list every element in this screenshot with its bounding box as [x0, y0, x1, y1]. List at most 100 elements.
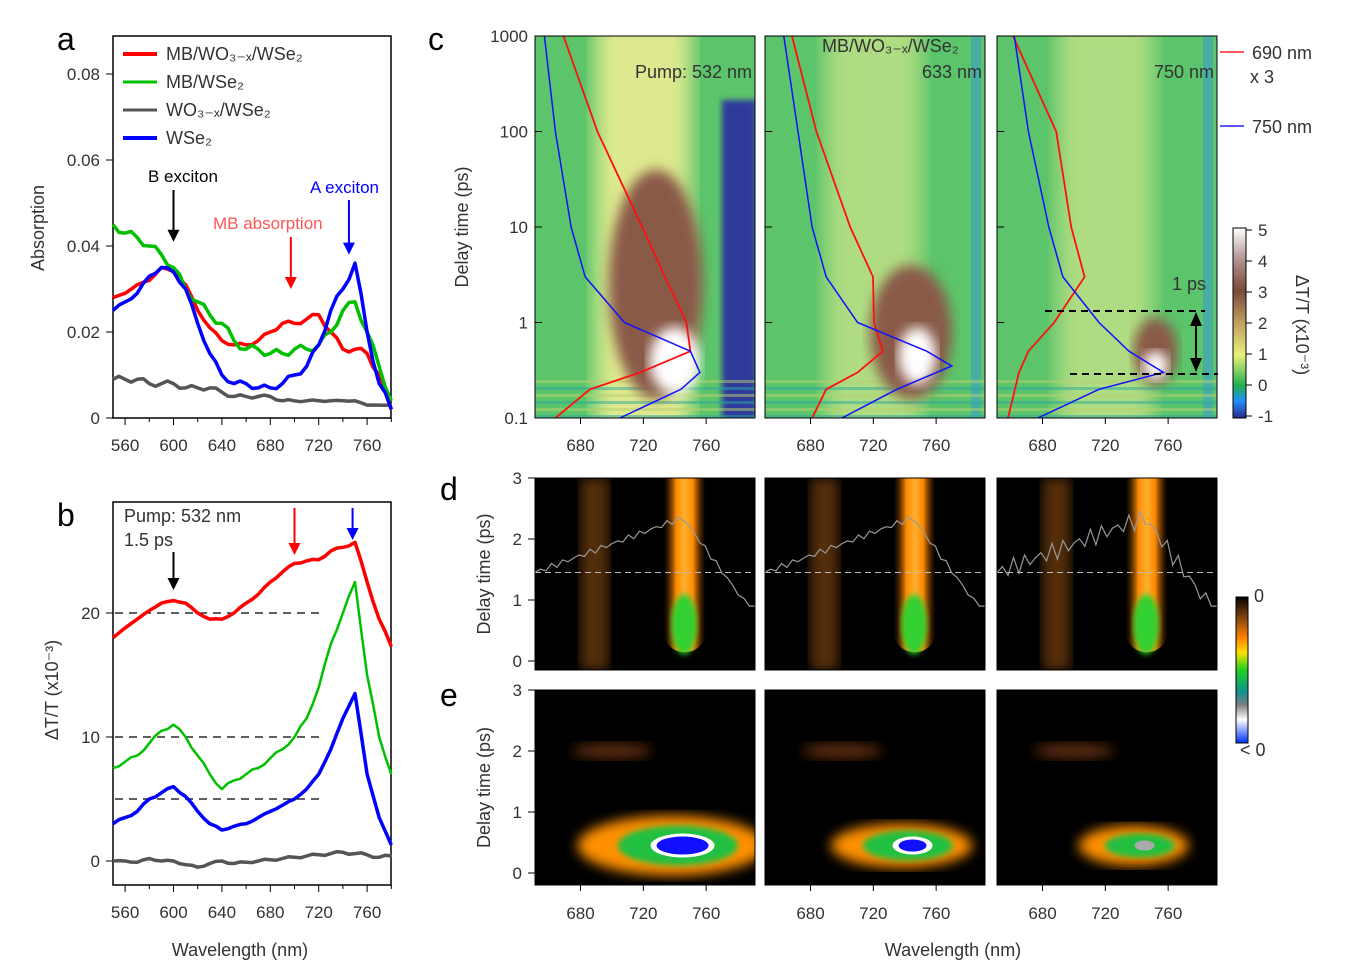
x-tick-label: 680: [566, 436, 594, 455]
colorbar-tick-label: -1: [1258, 407, 1273, 426]
y-tick-label: 0.08: [67, 65, 100, 84]
y-tick-label: 0.02: [67, 323, 100, 342]
heatmap-image: [997, 690, 1217, 885]
arrow-icon: [167, 190, 180, 242]
panel-b: 560 600 640 680 720 760 0 10 20 ΔT/T (x10⁻³) Wavel…: [42, 501, 393, 960]
x-tick-label: 720: [1091, 436, 1119, 455]
x-tick-label: 600: [159, 903, 187, 922]
heatmap-c-2: 680 720 760 633 nm MB/WO₃₋ₓ/WSe₂: [764, 35, 986, 455]
colorbar-label: ΔT/T (x10⁻³): [1292, 275, 1312, 375]
legend-label: 750 nm: [1252, 117, 1312, 137]
sample-label: MB/WO₃₋ₓ/WSe₂: [822, 36, 959, 56]
panel-c: 680 720 760 Pump: 532 nm 680 720 760 633 nm MB/W…: [452, 27, 1312, 455]
pump-label: Pump: 532 nm: [124, 506, 241, 526]
plot-frame: [112, 501, 392, 886]
colorbar-tick-label: 1: [1258, 345, 1267, 364]
colorbar-gradient: [1232, 227, 1247, 419]
x-tick-label: 720: [1091, 904, 1119, 923]
legend-note: x 3: [1250, 67, 1274, 87]
y-tick-label: 0: [91, 409, 100, 428]
x-tick-label: 720: [305, 436, 333, 455]
panel-label-d: d: [440, 471, 458, 507]
heatmap-image: [765, 478, 985, 670]
series-line-3: [112, 849, 392, 869]
y-tick-label: 10: [509, 218, 528, 237]
signal-core: [1143, 351, 1169, 380]
colorbar-tick-label: 0: [1258, 376, 1267, 395]
colorbar-tick-label: 2: [1258, 314, 1267, 333]
series-line-1: [112, 580, 393, 791]
plot-frame: [996, 689, 1218, 886]
plot-frame: [764, 477, 986, 671]
y-tick-label: 20: [81, 604, 100, 623]
x-tick-label: 680: [1028, 904, 1056, 923]
panel-c-text: 750 nm: [1154, 62, 1214, 82]
y-tick-label: 3: [513, 469, 522, 488]
x-tick-label: 760: [1154, 436, 1182, 455]
x-tick-label: 680: [566, 904, 594, 923]
y-tick-label: 0: [513, 652, 522, 671]
y-tick-label: 0.06: [67, 151, 100, 170]
plot-frame: [534, 689, 756, 886]
series-line-0: [111, 540, 393, 648]
delay-label: 1.5 ps: [124, 530, 173, 550]
x-tick-label: 720: [629, 904, 657, 923]
panel-d: 0 1 2 3 Delay time (ps) 0 < 0: [474, 469, 1266, 760]
signal-core: [671, 594, 698, 655]
panel-c-text: Pump: 532 nm: [635, 62, 752, 82]
x-tick-label: 680: [1028, 436, 1056, 455]
y-axis-label: Delay time (ps): [474, 727, 494, 848]
annotation-mb-absorption: MB absorption: [213, 214, 323, 233]
plot-frame: [996, 477, 1218, 671]
y-tick-label: 1: [513, 803, 522, 822]
signal-core: [1133, 594, 1160, 655]
colorbar-bottom-label: < 0: [1240, 740, 1266, 760]
y-tick-label: 3: [513, 681, 522, 700]
panel-label-e: e: [440, 677, 458, 713]
series-line-2: [111, 691, 393, 846]
panel-e: 0 1 2 3 Delay time (ps) 680 720 760 680 720 760 680…: [474, 681, 1218, 960]
x-tick-label: 720: [859, 904, 887, 923]
y-tick-label: 2: [513, 742, 522, 761]
y-axis-label: Absorption: [28, 185, 48, 271]
x-tick-label: 640: [208, 436, 236, 455]
x-tick-label: 720: [629, 436, 657, 455]
legend-label: WSe₂: [166, 128, 212, 148]
x-tick-label: 760: [922, 904, 950, 923]
colorbar-c: -1 0 1 2 3 4 5 ΔT/T (x10⁻³): [1232, 221, 1312, 426]
arrow-icon: [288, 508, 301, 555]
x-tick-label: 640: [208, 903, 236, 922]
y-tick-label: 0: [91, 852, 100, 871]
signal-core: [898, 839, 927, 852]
y-tick-label: 100: [500, 123, 528, 142]
kinetic-trace-blue: [543, 36, 701, 418]
plot-frame: [534, 477, 756, 671]
x-axis-label: Wavelength (nm): [172, 940, 308, 960]
colorbar-d: 0 < 0: [1235, 586, 1266, 760]
heatmap-c-1: 680 720 760 Pump: 532 nm: [534, 35, 756, 455]
legend-label: MB/WSe₂: [166, 72, 244, 92]
y-tick-label: 0.1: [504, 409, 528, 428]
heatmap-image: [535, 690, 755, 885]
legend-label: 690 nm: [1252, 43, 1312, 63]
panel-label-a: a: [57, 21, 75, 57]
y-axis-label: Delay time (ps): [474, 513, 494, 634]
colorbar-top-label: 0: [1254, 586, 1264, 606]
series-line-1: [111, 223, 393, 402]
arrow-icon: [342, 200, 355, 255]
x-tick-label: 680: [796, 436, 824, 455]
heatmap-image: [535, 36, 755, 418]
x-axis-label: Wavelength (nm): [885, 940, 1021, 960]
x-tick-label: 760: [353, 436, 381, 455]
x-tick-label: 760: [353, 903, 381, 922]
heatmap-image: [997, 478, 1217, 670]
arrow-icon: [346, 508, 359, 540]
x-tick-label: 760: [922, 436, 950, 455]
signal-core: [898, 327, 937, 385]
panel-label-c: c: [428, 21, 444, 57]
colorbar-tick-label: 5: [1258, 221, 1267, 240]
kinetic-trace-blue: [783, 36, 954, 418]
kinetic-trace-red: [1007, 36, 1086, 418]
kinetic-trace-blue: [1013, 36, 1166, 418]
